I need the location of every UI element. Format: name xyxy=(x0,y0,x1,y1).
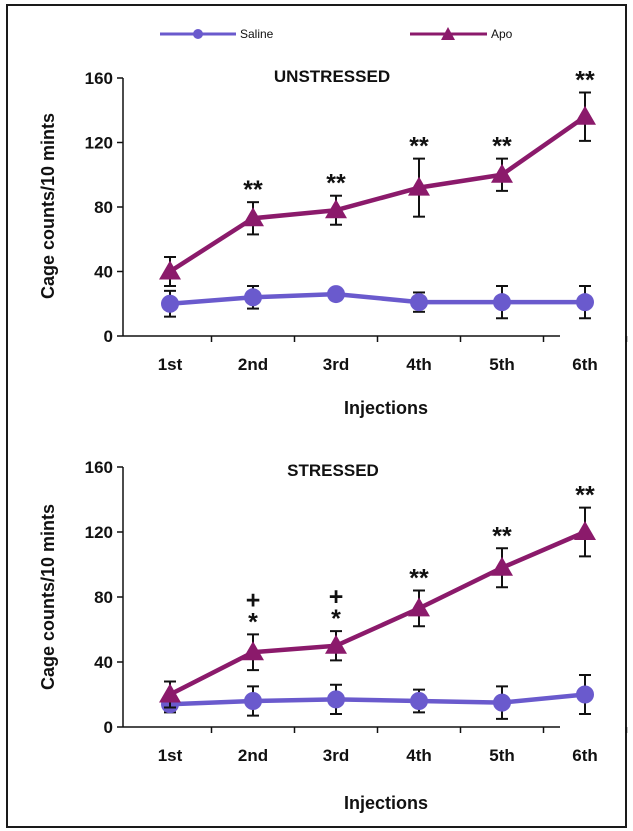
legend-saline-marker xyxy=(193,29,203,39)
y-tick-label: 120 xyxy=(85,523,113,542)
apo-series-line xyxy=(168,529,586,697)
legend: Saline Apo xyxy=(160,27,513,41)
x-axis-label: Injections xyxy=(344,793,428,813)
saline-point xyxy=(493,693,511,712)
significance-label: ** xyxy=(575,482,595,510)
significance-label: ** xyxy=(326,170,346,198)
saline-point xyxy=(410,293,428,312)
y-tick-label: 160 xyxy=(85,458,113,477)
y-tick-label: 80 xyxy=(94,198,113,217)
saline-point xyxy=(327,285,345,304)
legend-saline-label: Saline xyxy=(240,27,274,41)
significance-label: ** xyxy=(492,133,512,161)
x-tick-label: 5th xyxy=(489,746,515,765)
apo-point xyxy=(491,556,513,576)
x-tick-label: 2nd xyxy=(238,746,268,765)
x-axis-label: Injections xyxy=(344,398,428,418)
y-axis-label: Cage counts/10 mints xyxy=(38,113,58,299)
significance-label: * xyxy=(248,608,258,636)
chart-title: UNSTRESSED xyxy=(274,67,390,86)
significance-label: ** xyxy=(492,522,512,550)
saline-point xyxy=(244,288,262,307)
apo-point xyxy=(574,521,596,540)
saline-point xyxy=(493,293,511,312)
chart-panel-stressed: STRESSED Injections Cage counts/10 mints… xyxy=(38,458,628,813)
apo-point xyxy=(159,260,181,280)
saline-point xyxy=(244,692,262,710)
significance-label: ** xyxy=(575,67,595,95)
y-tick-label: 40 xyxy=(94,653,113,672)
apo-point xyxy=(491,163,513,183)
x-tick-label: 6th xyxy=(572,746,598,765)
apo-point xyxy=(242,641,264,661)
apo-point xyxy=(242,207,264,227)
saline-series-line xyxy=(169,692,586,707)
significance-label: * xyxy=(331,605,341,633)
apo-series-line xyxy=(168,114,587,274)
chart-panel-unstressed: UNSTRESSED Injections Cage counts/10 min… xyxy=(38,67,628,418)
x-tick-label: 1st xyxy=(158,746,183,765)
y-axis-label: Cage counts/10 mints xyxy=(38,504,58,690)
y-tick-label: 120 xyxy=(85,134,113,153)
x-tick-label: 4th xyxy=(406,746,432,765)
chart-title: STRESSED xyxy=(287,461,379,480)
apo-point xyxy=(325,634,347,654)
x-tick-label: 3rd xyxy=(323,746,349,765)
apo-point xyxy=(574,105,596,125)
figure-frame xyxy=(6,4,627,828)
x-tick-label: 6th xyxy=(572,355,598,374)
x-tick-label: 1st xyxy=(158,355,183,374)
x-tick-label: 2nd xyxy=(238,355,268,374)
saline-point xyxy=(410,692,428,710)
y-tick-label: 0 xyxy=(104,327,113,346)
saline-point xyxy=(327,690,345,709)
apo-point xyxy=(325,199,347,219)
y-tick-label: 0 xyxy=(104,718,113,737)
saline-series-line xyxy=(169,291,585,306)
saline-point xyxy=(161,294,179,313)
significance-label: + xyxy=(246,586,261,614)
y-tick-label: 80 xyxy=(94,588,113,607)
x-tick-label: 5th xyxy=(489,355,515,374)
y-tick-label: 160 xyxy=(85,69,113,88)
x-tick-label: 3rd xyxy=(323,355,349,374)
saline-point xyxy=(576,685,594,704)
significance-label: + xyxy=(329,583,344,611)
apo-point xyxy=(408,176,430,196)
y-tick-label: 40 xyxy=(94,263,113,282)
apo-point xyxy=(408,597,430,617)
legend-apo-marker xyxy=(441,27,455,40)
legend-apo-label: Apo xyxy=(491,27,513,41)
apo-point xyxy=(159,683,181,703)
saline-point xyxy=(576,293,594,312)
significance-label: ** xyxy=(409,565,429,593)
x-tick-label: 4th xyxy=(406,355,432,374)
significance-label: ** xyxy=(409,133,429,161)
significance-label: ** xyxy=(243,176,263,204)
